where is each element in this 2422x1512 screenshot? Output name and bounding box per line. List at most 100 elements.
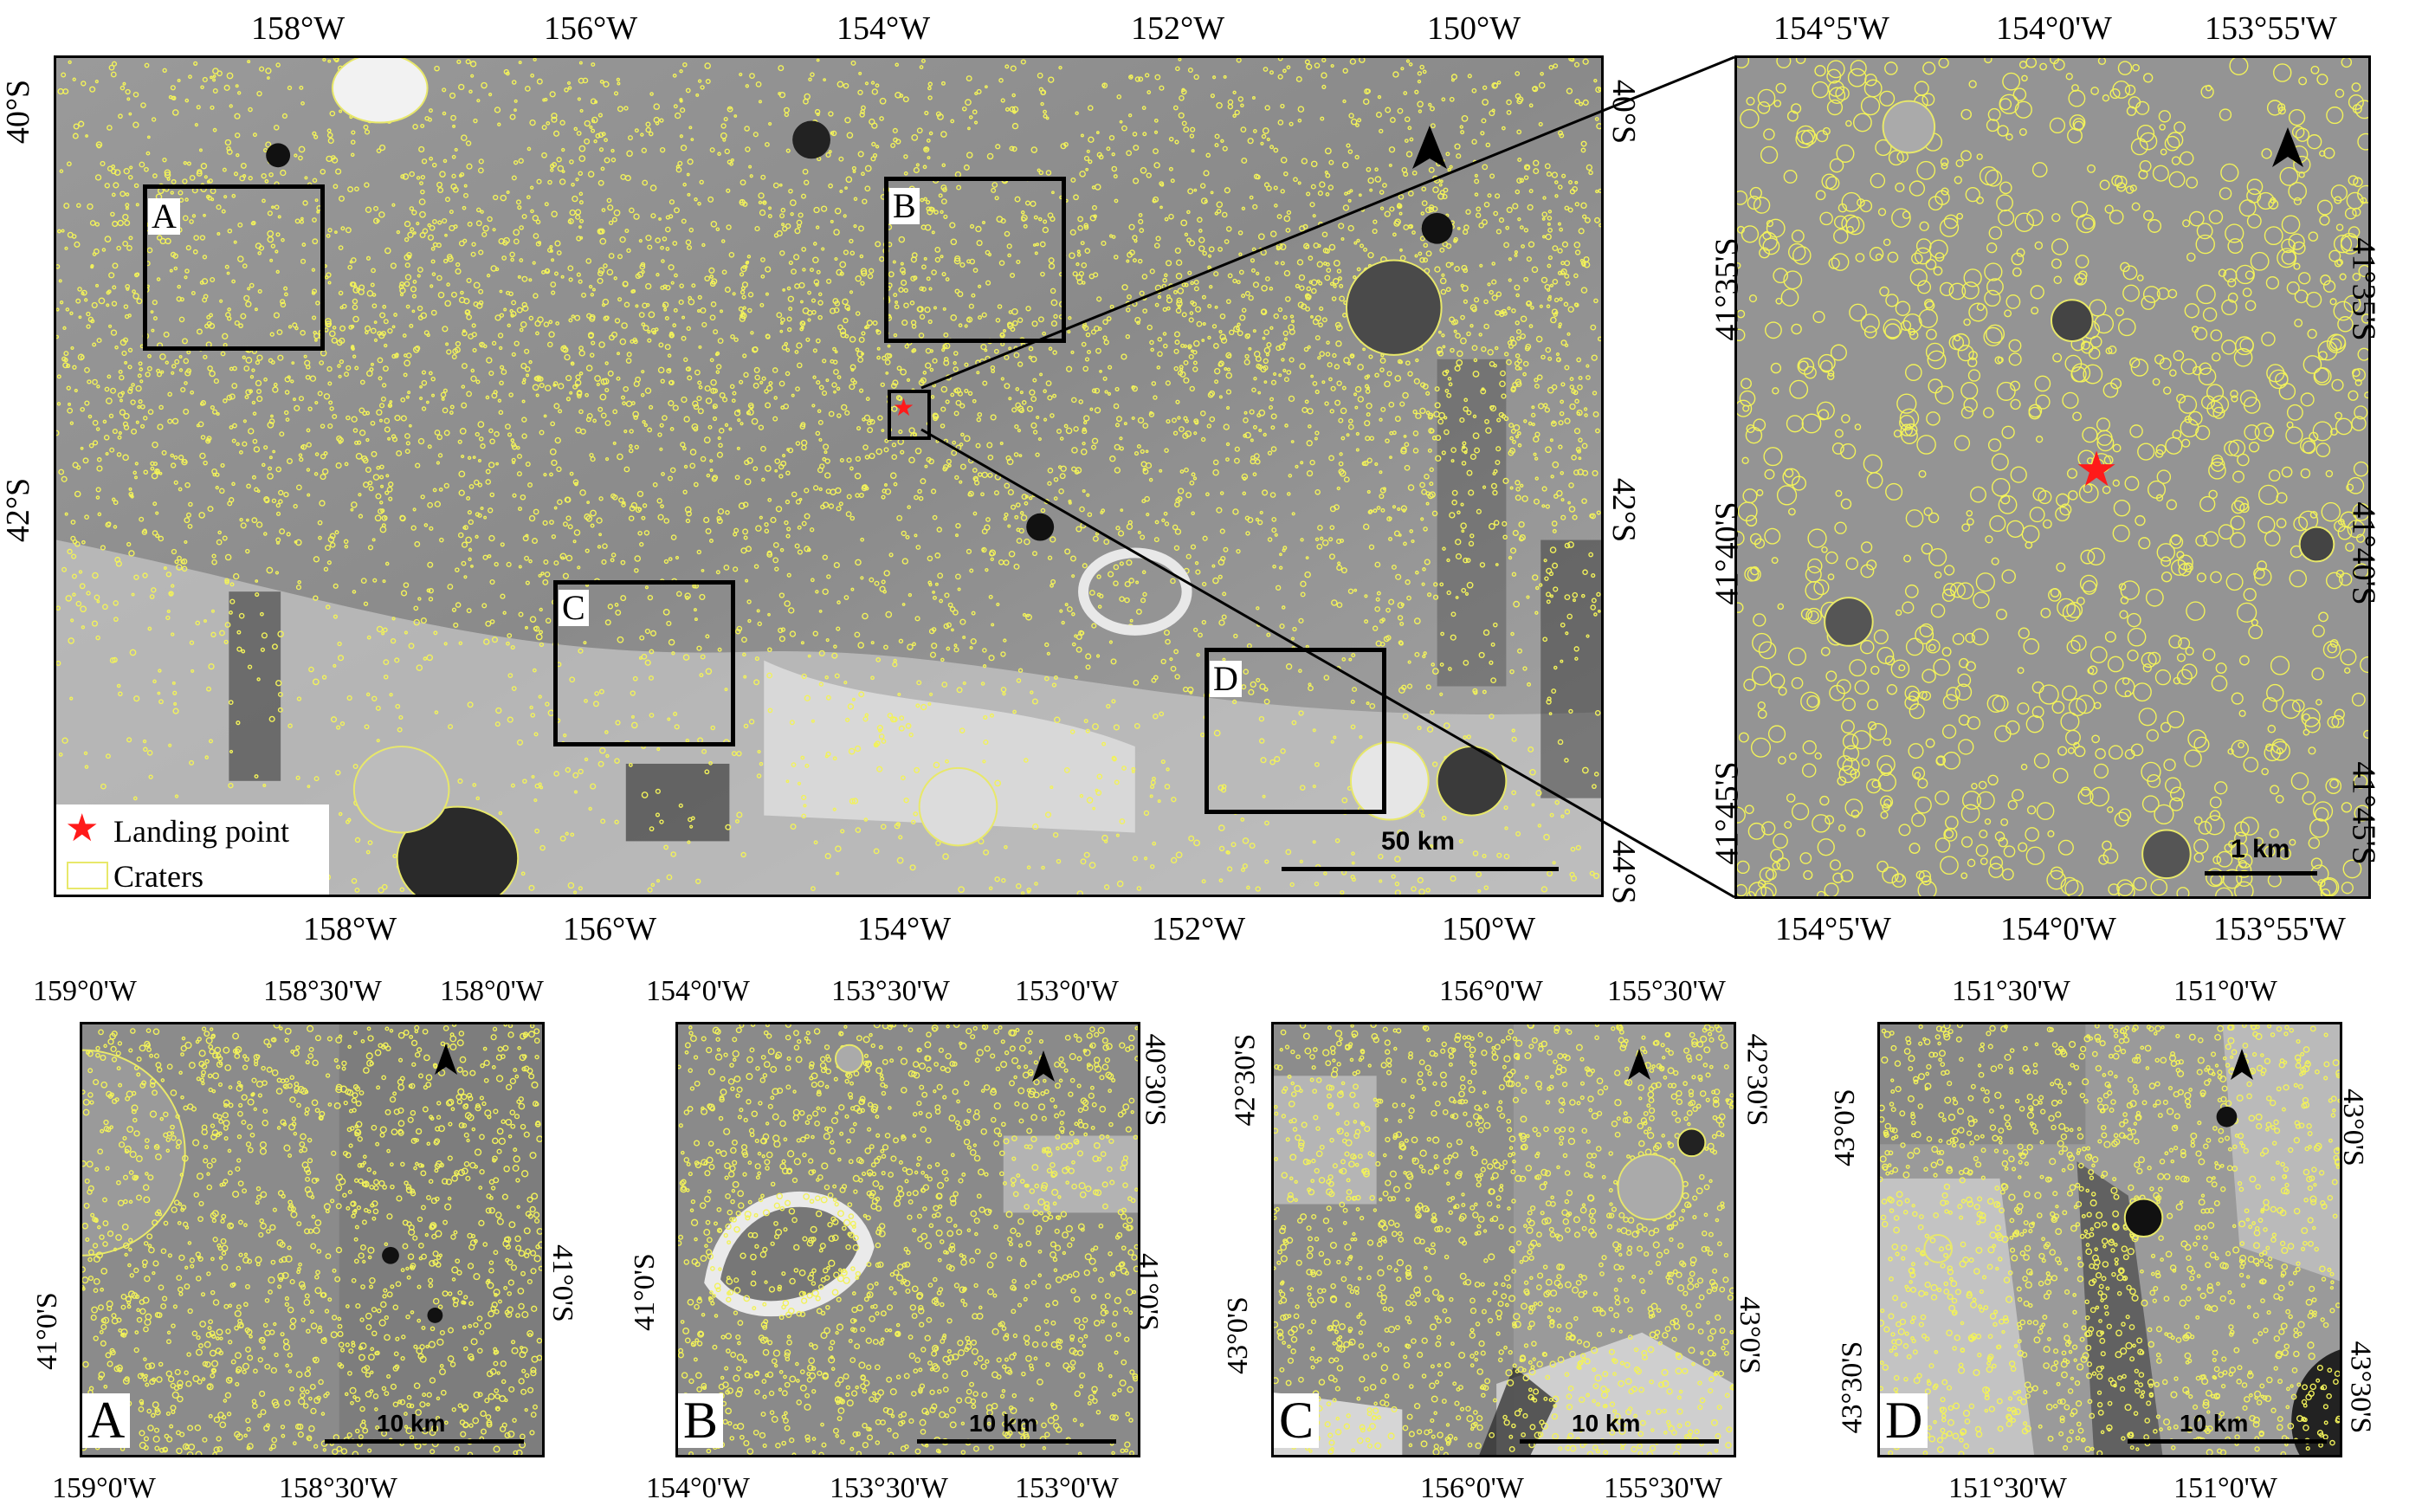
panel-d-right-lat-2: 43°30'S — [2344, 1341, 2377, 1434]
zoom-scale-text: 1 km — [2231, 835, 2290, 863]
panel-d-letter: D — [1880, 1393, 1928, 1448]
panel-a-top-lon-1: 159°0'W — [33, 975, 137, 1007]
box-a[interactable] — [143, 184, 325, 351]
main-scale-bar: 50 km — [1282, 827, 1559, 879]
box-c[interactable] — [553, 580, 735, 746]
panel-d-top-lon-1: 151°30'W — [1952, 975, 2070, 1007]
main-bottom-lon-2: 156°W — [563, 911, 657, 947]
zoom-left-lat-1: 41°35'S — [1708, 237, 1746, 341]
zoom-bottom-lon-3: 153°55'W — [2213, 911, 2346, 947]
panel-d-bottom-lon-2: 151°0'W — [2173, 1472, 2277, 1504]
zoom-right-lat-3: 41°45'S — [2345, 761, 2382, 865]
panel-a-bottom-lon-2: 158°30'W — [279, 1472, 397, 1504]
main-map-terrain — [56, 58, 1601, 895]
panel-b[interactable]: B 10 km — [675, 1022, 1140, 1457]
panel-a-right-lat-1: 41°0'S — [546, 1244, 578, 1322]
zoom-right-lat-1: 41°35'S — [2345, 237, 2382, 341]
zoom-map[interactable]: ★ 1 km — [1734, 55, 2371, 899]
panel-b-north-arrow-icon — [1032, 1050, 1055, 1082]
zoom-landing-star-icon: ★ — [2075, 443, 2119, 497]
panel-b-bottom-lon-2: 153°30'W — [830, 1472, 948, 1504]
panel-b-top-lon-1: 154°0'W — [646, 975, 750, 1007]
panel-b-right-lat-1: 40°30'S — [1139, 1033, 1172, 1127]
panel-c-bottom-lon-1: 156°0'W — [1420, 1472, 1524, 1504]
box-d[interactable] — [1205, 648, 1386, 814]
panel-c-right-lat-1: 42°30'S — [1741, 1033, 1773, 1127]
zoom-bottom-lon-2: 154°0'W — [2000, 911, 2116, 947]
panel-d-left-lat-2: 43°30'S — [1836, 1341, 1869, 1434]
panel-d-terrain — [1880, 1024, 2340, 1455]
panel-d-left-lat-1: 43°0'S — [1828, 1089, 1861, 1166]
panel-a-top-lon-3: 158°0'W — [440, 975, 544, 1007]
zoom-top-lon-3: 153°55'W — [2205, 10, 2337, 47]
panel-c-bottom-lon-2: 155°30'W — [1604, 1472, 1722, 1504]
panel-c-top-lon-2: 155°30'W — [1607, 975, 1726, 1007]
panel-b-top-lon-2: 153°30'W — [831, 975, 950, 1007]
main-scale-text: 50 km — [1381, 827, 1456, 856]
crater-legend-icon — [67, 862, 108, 889]
panel-a-scale-bar: 10 km — [325, 1410, 524, 1453]
main-bottom-lon-4: 152°W — [1152, 911, 1246, 947]
panel-d-bottom-lon-1: 151°30'W — [1948, 1472, 2067, 1504]
panel-a-letter: A — [82, 1393, 131, 1448]
panel-b-craters — [678, 1024, 1138, 1455]
panel-b-letter: B — [678, 1393, 724, 1448]
box-d-label: D — [1210, 661, 1242, 697]
panel-c-top-lon-1: 156°0'W — [1439, 975, 1543, 1007]
zoom-top-lon-2: 154°0'W — [1996, 10, 2112, 47]
panel-a-north-arrow-icon — [435, 1044, 457, 1075]
panel-d-right-lat-1: 43°0'S — [2336, 1089, 2369, 1166]
north-arrow-icon — [1412, 126, 1447, 169]
panel-b-top-lon-3: 153°0'W — [1015, 975, 1119, 1007]
panel-a-terrain — [82, 1024, 542, 1455]
main-top-lon-2: 156°W — [544, 10, 638, 47]
panel-b-scale-text: 10 km — [969, 1410, 1038, 1437]
main-bottom-lon-5: 150°W — [1442, 911, 1536, 947]
zoom-map-terrain — [1737, 58, 2368, 896]
box-b[interactable] — [884, 177, 1066, 343]
main-bottom-lon-3: 154°W — [857, 911, 952, 947]
panel-a-craters — [82, 1024, 542, 1455]
main-map[interactable]: A B C D ★ ★ Landing point Craters 50 km — [54, 55, 1604, 897]
legend: ★ Landing point Craters — [56, 804, 329, 895]
box-b-label: B — [889, 188, 920, 224]
panel-c-north-arrow-icon — [1628, 1049, 1650, 1080]
zoom-north-arrow-icon — [2272, 127, 2303, 167]
zoom-right-lat-2: 41°40'S — [2345, 501, 2382, 605]
panel-d[interactable]: D 10 km — [1877, 1022, 2342, 1457]
landing-site-box[interactable] — [888, 390, 931, 440]
panel-c-left-lat-2: 43°0'S — [1221, 1296, 1254, 1374]
legend-landing-label: Landing point — [113, 814, 289, 849]
panel-b-right-lat-2: 41°0'S — [1131, 1253, 1164, 1331]
panel-b-bottom-lon-1: 154°0'W — [646, 1472, 750, 1504]
main-top-lon-4: 152°W — [1131, 10, 1225, 47]
main-top-lon-1: 158°W — [251, 10, 346, 47]
panel-c[interactable]: C 10 km — [1271, 1022, 1736, 1457]
panel-c-right-lat-2: 43°0'S — [1733, 1296, 1766, 1374]
panel-b-scale-bar: 10 km — [917, 1410, 1116, 1453]
panel-a-bottom-lon-1: 159°0'W — [52, 1472, 156, 1504]
zoom-bottom-lon-1: 154°5'W — [1775, 911, 1891, 947]
panel-b-bottom-lon-3: 153°0'W — [1015, 1472, 1119, 1504]
box-a-label: A — [148, 198, 180, 235]
panel-d-scale-text: 10 km — [2180, 1410, 2249, 1437]
panel-d-craters — [1880, 1024, 2340, 1455]
panel-d-top-lon-2: 151°0'W — [2173, 975, 2277, 1007]
panel-a-scale-text: 10 km — [377, 1410, 446, 1437]
panel-c-craters — [1274, 1024, 1734, 1455]
panel-a-left-lat-1: 41°0'S — [30, 1292, 63, 1370]
main-bottom-lon-1: 158°W — [303, 911, 397, 947]
zoom-left-lat-3: 41°45'S — [1708, 761, 1746, 865]
box-c-label: C — [559, 590, 589, 626]
panel-a-top-lon-2: 158°30'W — [263, 975, 382, 1007]
panel-c-scale-text: 10 km — [1572, 1410, 1641, 1437]
legend-craters-label: Craters — [113, 859, 203, 894]
landing-legend-icon: ★ — [65, 807, 100, 850]
main-top-lon-3: 154°W — [836, 10, 931, 47]
panel-a[interactable]: A 10 km — [80, 1022, 545, 1457]
panel-b-terrain — [678, 1024, 1138, 1455]
panel-b-left-lat-1: 41°0'S — [628, 1253, 661, 1331]
panel-c-terrain — [1274, 1024, 1734, 1455]
panel-d-scale-bar: 10 km — [2128, 1410, 2327, 1453]
